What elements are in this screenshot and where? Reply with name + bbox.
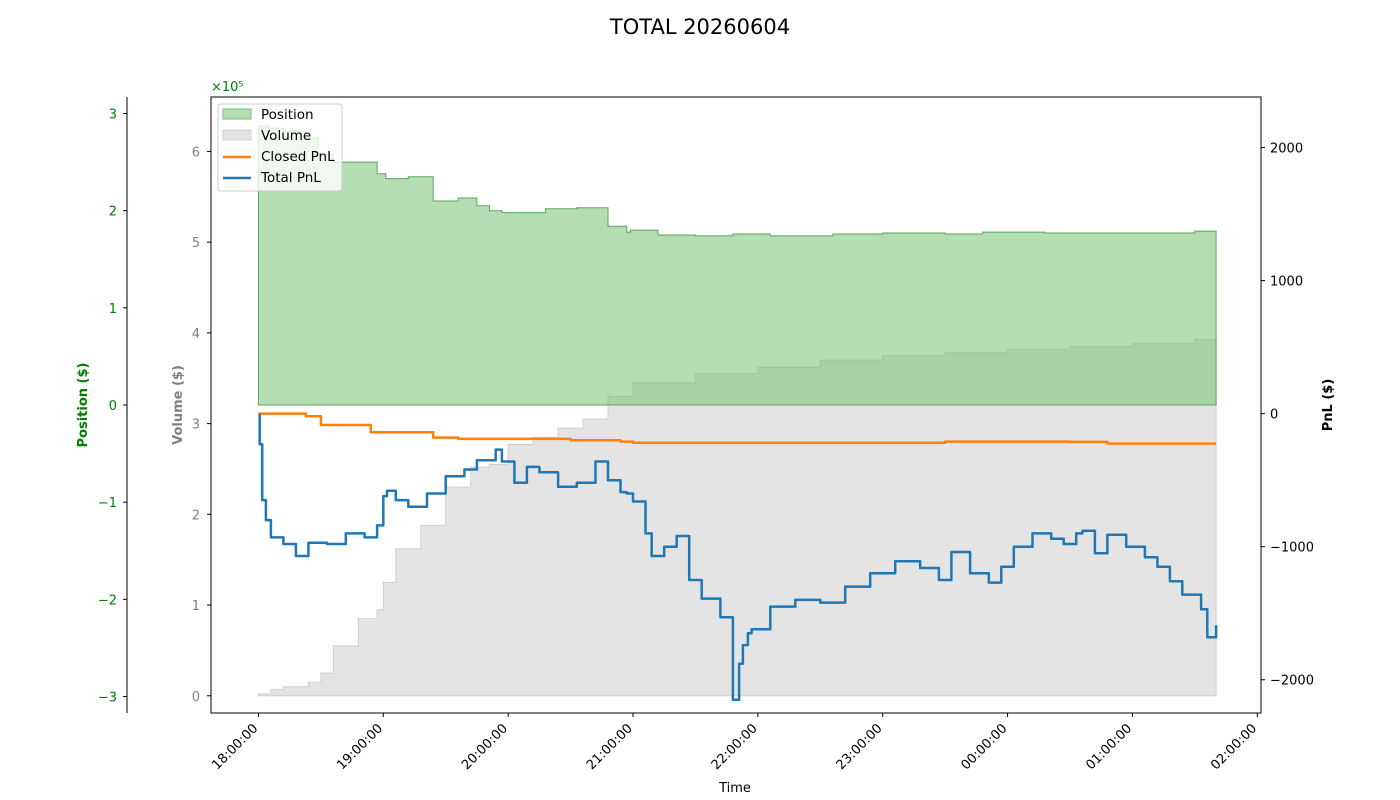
legend-label-position: Position xyxy=(261,107,314,123)
volume-axis: 0 1 2 3 4 5 6 xyxy=(192,145,211,705)
time-axis-label: Time xyxy=(718,781,751,796)
position-tick-label: 1 xyxy=(109,302,117,317)
volume-tick-label: 3 xyxy=(192,418,200,433)
position-axis-label: Position ($) xyxy=(76,363,91,448)
volume-tick-label: 1 xyxy=(192,599,200,614)
time-tick-label: 21:00:00 xyxy=(584,721,636,773)
pnl-axis: −2000 −1000 0 1000 2000 xyxy=(1261,142,1314,689)
position-tick-label: −1 xyxy=(98,496,117,511)
pnl-tick-label: −1000 xyxy=(1270,541,1314,556)
time-tick-label: 02:00:00 xyxy=(1208,721,1260,773)
legend-label-total-pnl: Total PnL xyxy=(260,170,321,186)
position-tick-label: −3 xyxy=(98,690,117,705)
volume-tick-label: 0 xyxy=(192,690,200,705)
legend-swatch-position xyxy=(222,108,252,120)
pnl-tick-label: 2000 xyxy=(1270,142,1303,157)
time-tick-label: 00:00:00 xyxy=(958,721,1010,773)
total-pnl-line xyxy=(258,413,1218,701)
position-axis: −3 −2 −1 0 1 2 3 xyxy=(98,97,128,713)
pnl-tick-label: −2000 xyxy=(1270,674,1314,689)
time-tick-label: 19:00:00 xyxy=(334,721,386,773)
time-tick-label: 22:00:00 xyxy=(709,721,761,773)
chart-title: TOTAL 20260604 xyxy=(609,15,790,39)
legend-label-volume: Volume xyxy=(261,128,311,144)
time-tick-label: 01:00:00 xyxy=(1083,721,1135,773)
legend-label-closed-pnl: Closed PnL xyxy=(261,149,335,165)
legend: Position Volume Closed PnL Total PnL xyxy=(217,103,343,192)
closed-pnl-line xyxy=(258,412,1217,445)
time-tick-label: 23:00:00 xyxy=(834,721,886,773)
time-tick-label: 20:00:00 xyxy=(459,721,511,773)
position-area xyxy=(257,125,1217,406)
plot-frame xyxy=(210,96,1262,714)
position-scale-label: ×10⁵ xyxy=(211,80,244,95)
position-tick-label: 0 xyxy=(109,399,117,414)
volume-tick-label: 2 xyxy=(192,508,200,523)
pnl-lines xyxy=(258,412,1218,701)
volume-tick-label: 5 xyxy=(192,236,200,251)
pnl-tick-label: 0 xyxy=(1270,408,1278,423)
area-fills xyxy=(257,125,1217,697)
pnl-tick-label: 1000 xyxy=(1270,275,1303,290)
position-tick-label: 2 xyxy=(109,205,117,220)
time-axis: 18:00:00 19:00:00 20:00:00 21:00:00 22:00:00… xyxy=(209,713,1260,773)
volume-tick-label: 6 xyxy=(192,145,200,160)
position-tick-label: −2 xyxy=(98,593,117,608)
volume-axis-label: Volume ($) xyxy=(171,365,186,445)
legend-swatch-volume xyxy=(222,129,252,141)
pnl-axis-label: PnL ($) xyxy=(1321,379,1336,432)
legend-box xyxy=(217,103,343,192)
volume-tick-label: 4 xyxy=(192,327,200,342)
time-tick-label: 18:00:00 xyxy=(209,721,261,773)
position-tick-label: 3 xyxy=(109,108,117,123)
